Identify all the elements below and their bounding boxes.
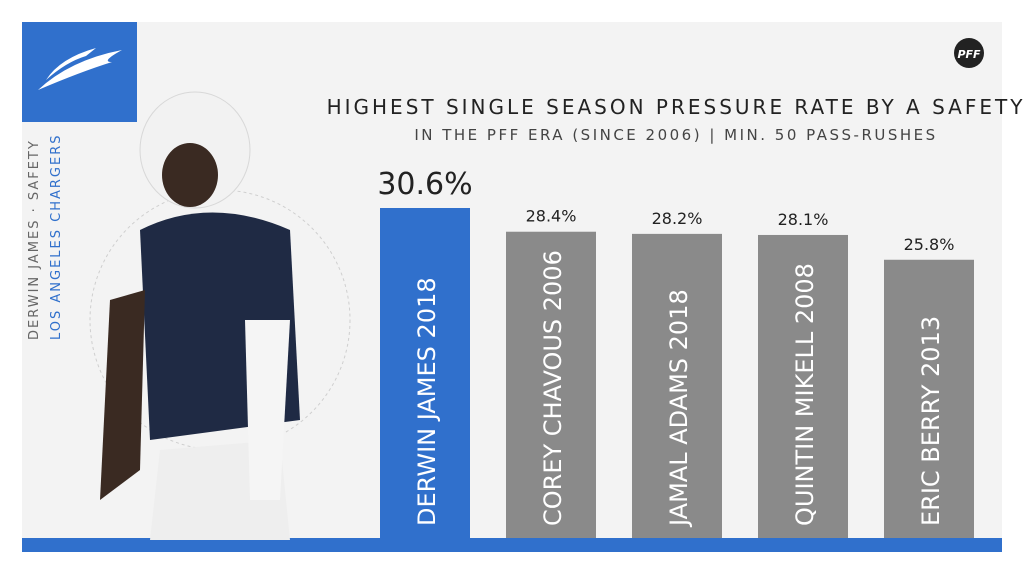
bar-label: JAMAL ADAMS 2018: [665, 289, 693, 528]
bottom-strip: [22, 538, 1002, 552]
bar-label: ERIC BERRY 2013: [917, 316, 945, 526]
player-figure: [100, 91, 300, 540]
team-logo: [38, 48, 122, 90]
bar-label: DERWIN JAMES 2018: [413, 277, 441, 526]
player-line: DERWIN JAMES · SAFETY: [27, 139, 42, 340]
pff-logo: PFF: [957, 48, 981, 61]
bar: [506, 231, 596, 538]
bar: [632, 233, 722, 538]
chart-subtitle: IN THE PFF ERA (SINCE 2006) | MIN. 50 PA…: [414, 126, 937, 144]
value-label: 28.4%: [526, 207, 577, 226]
bar: [758, 234, 848, 538]
bar-label: COREY CHAVOUS 2006: [539, 250, 567, 526]
pff-logo-badge: [954, 38, 984, 68]
value-label: 28.2%: [652, 209, 703, 228]
value-label: 25.8%: [904, 235, 955, 254]
value-label: 28.1%: [778, 210, 829, 229]
bar-label: QUINTIN MIKELL 2008: [791, 263, 819, 526]
team-line: LOS ANGELES CHARGERS: [49, 134, 64, 341]
chart-title: HIGHEST SINGLE SEASON PRESSURE RATE BY A…: [327, 95, 1024, 119]
bar: [380, 208, 470, 538]
value-label: 30.6%: [377, 167, 472, 202]
bar: [884, 259, 974, 538]
